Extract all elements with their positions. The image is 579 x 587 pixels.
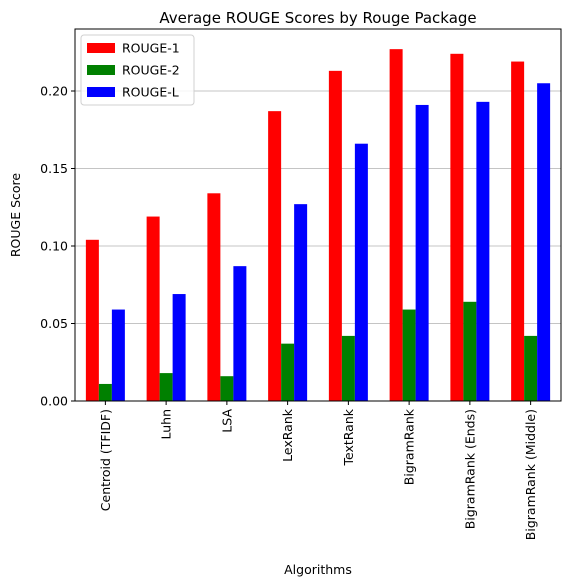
bar-rouge-1-5 [389, 49, 403, 402]
bar-rouge-1-6 [450, 53, 464, 402]
bar-rouge-l-6 [476, 101, 490, 401]
y-tick-label: 0.15 [40, 161, 68, 176]
bar-rouge-2-2 [220, 376, 234, 401]
bar-rouge-l-7 [537, 83, 551, 401]
x-tick-label: BigramRank (Ends) [462, 409, 477, 529]
bar-rouge-l-1 [172, 294, 186, 401]
x-tick-label: BigramRank [402, 408, 417, 485]
y-axis-title: ROUGE Score [8, 173, 23, 258]
bars [85, 49, 551, 402]
x-tick-label: LSA [219, 409, 234, 433]
bar-rouge-1-7 [511, 61, 525, 402]
legend-swatch [87, 43, 115, 53]
bar-rouge-l-3 [294, 204, 308, 401]
legend-swatch [87, 65, 115, 75]
y-tick-label: 0.00 [40, 394, 68, 409]
x-tick-label: Luhn [159, 409, 174, 440]
x-tick-label: Centroid (TFIDF) [98, 409, 113, 511]
legend-label: ROUGE-2 [122, 63, 180, 78]
x-tick-label: TextRank [341, 408, 356, 466]
x-axis-title: Algorithms [284, 562, 352, 577]
bar-rouge-1-1 [146, 216, 160, 401]
x-tick-label: LexRank [280, 408, 295, 462]
plot-frame [74, 28, 562, 402]
bar-rouge-2-4 [341, 335, 355, 401]
y-tick-label: 0.20 [40, 84, 68, 99]
bar-rouge-l-5 [415, 104, 429, 401]
y-axis: 0.00 0.05 0.10 0.15 0.20 [40, 84, 75, 409]
bar-rouge-l-2 [233, 266, 247, 401]
bar-rouge-2-5 [402, 309, 416, 401]
bar-rouge-l-4 [354, 143, 368, 401]
bar-rouge-2-0 [98, 383, 112, 401]
bar-rouge-2-6 [463, 301, 477, 401]
bar-rouge-1-0 [85, 239, 99, 401]
bar-rouge-l-0 [111, 309, 125, 401]
x-tick-label: BigramRank (Middle) [523, 409, 538, 540]
bar-rouge-2-7 [524, 335, 538, 401]
bar-rouge-2-3 [281, 343, 295, 401]
bar-rouge-1-4 [328, 70, 342, 401]
chart-title: Average ROUGE Scores by Rouge Package [159, 9, 476, 27]
legend-label: ROUGE-L [122, 85, 179, 100]
legend-label: ROUGE-1 [122, 41, 180, 56]
y-tick-label: 0.10 [40, 239, 68, 254]
bar-rouge-1-3 [268, 111, 282, 402]
x-axis: Centroid (TFIDF) Luhn LSA LexRank TextRank Bi… [98, 401, 538, 540]
legend: ROUGE-1 ROUGE-2 ROUGE-L [80, 34, 195, 106]
bar-rouge-1-2 [207, 193, 221, 401]
y-tick-label: 0.05 [40, 316, 68, 331]
legend-swatch [87, 87, 115, 97]
bar-rouge-2-1 [159, 373, 173, 401]
